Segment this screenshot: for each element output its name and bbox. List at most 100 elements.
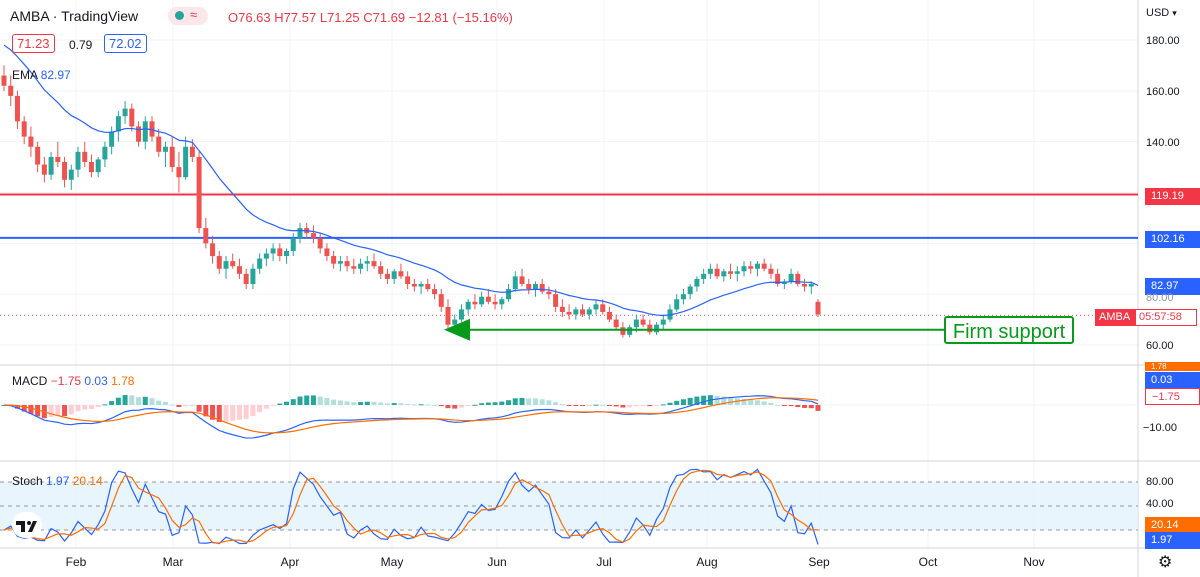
candle-body xyxy=(324,248,330,257)
macd-histogram-bar xyxy=(243,405,249,419)
macd-histogram-bar xyxy=(324,397,330,405)
macd-histogram-bar xyxy=(701,395,707,405)
macd-histogram-bar xyxy=(398,403,404,405)
candle-body xyxy=(149,121,155,137)
candle-body xyxy=(41,164,47,175)
macd-histogram-bar xyxy=(559,403,565,405)
candle-body xyxy=(566,311,572,315)
candle-body xyxy=(169,146,175,168)
x-tick: Apr xyxy=(280,555,300,569)
candle-body xyxy=(613,319,619,328)
settings-gear-icon[interactable]: ⚙ xyxy=(1158,554,1173,571)
macd-histogram-bar xyxy=(176,405,182,407)
candle-body xyxy=(539,284,545,292)
candle-body xyxy=(748,266,754,269)
candle-body xyxy=(586,309,592,315)
macd-histogram-bar xyxy=(203,405,209,417)
macd-histogram-bar xyxy=(512,398,518,405)
ema-legend[interactable]: EMA 82.97 xyxy=(12,68,71,82)
macd-histogram-bar xyxy=(425,404,431,406)
ema-line xyxy=(3,44,819,317)
candle-body xyxy=(82,151,88,162)
x-tick: May xyxy=(380,555,404,569)
candle-body xyxy=(236,266,242,274)
header-separator: · xyxy=(52,8,58,24)
macd-histogram-bar xyxy=(95,405,101,408)
macd-histogram-bar xyxy=(546,400,552,405)
status-icons[interactable]: ≈ xyxy=(168,7,208,28)
bid-box[interactable]: 71.23 xyxy=(12,34,55,53)
macd-histogram-bar xyxy=(149,398,155,405)
macd-histogram-bar xyxy=(606,405,612,406)
candle-body xyxy=(411,284,417,287)
candle-body xyxy=(741,266,747,272)
macd-histogram-bar xyxy=(553,402,559,405)
candle-body xyxy=(479,296,485,305)
candle-body xyxy=(230,261,236,267)
macd-histogram-bar xyxy=(310,395,316,405)
candle-body xyxy=(802,284,808,287)
candle-body xyxy=(438,294,444,307)
support-arrow-head xyxy=(444,318,470,341)
candle-body xyxy=(788,273,794,282)
macd-histogram-bar xyxy=(371,401,377,405)
last-price-symbol: AMBA xyxy=(1095,309,1135,326)
macd-histogram-bar xyxy=(230,405,236,421)
candle-body xyxy=(176,167,182,178)
candle-body xyxy=(432,289,438,295)
candle-body xyxy=(284,250,290,257)
macd-histogram-bar xyxy=(458,405,464,408)
macd-line-badge: 0.03 xyxy=(1145,372,1200,389)
macd-histogram-bar xyxy=(472,404,478,406)
stoch-legend[interactable]: Stoch 1.97 20.14 xyxy=(12,474,103,488)
candle-body xyxy=(344,261,350,267)
macd-histogram-bar xyxy=(802,405,808,408)
candle-body xyxy=(203,228,209,244)
candle-body xyxy=(768,268,774,274)
candle-body xyxy=(62,162,68,180)
macd-histogram-bar xyxy=(136,397,142,405)
macd-histogram-bar xyxy=(741,398,747,405)
macd-histogram-bar xyxy=(479,403,485,405)
macd-histogram-bar xyxy=(613,405,619,407)
candle-body xyxy=(707,268,713,274)
macd-legend[interactable]: MACD −1.75 0.03 1.78 xyxy=(12,374,134,388)
x-tick: Jun xyxy=(487,555,507,569)
macd-histogram-bar xyxy=(21,405,27,412)
stoch-k-line xyxy=(3,468,819,545)
candle-body xyxy=(216,256,222,269)
macd-histogram-bar xyxy=(351,402,357,405)
candle-body xyxy=(687,286,693,295)
macd-histogram-bar xyxy=(580,405,586,406)
candle-body xyxy=(761,263,767,269)
currency-selector[interactable]: USD ▾ xyxy=(1146,7,1177,19)
close-value: C71.69 xyxy=(363,10,406,25)
candle-body xyxy=(270,248,276,254)
macd-histogram-bar xyxy=(223,405,229,422)
macd-histogram-bar xyxy=(263,405,269,409)
low-value: L71.25 xyxy=(319,10,360,25)
macd-histogram-bar xyxy=(391,403,397,405)
candle-body xyxy=(223,261,229,269)
candle-body xyxy=(162,146,168,152)
candle-body xyxy=(425,284,431,290)
macd-histogram-bar xyxy=(196,405,202,412)
candle-body xyxy=(297,228,303,239)
macd-histogram-bar xyxy=(687,397,693,405)
candle-body xyxy=(142,121,148,142)
candle-body xyxy=(351,266,357,269)
candle-body xyxy=(606,311,612,320)
macd-histogram-bar xyxy=(452,405,458,409)
candle-body xyxy=(156,136,162,152)
candle-body xyxy=(775,273,781,284)
stoch-tick: 40.00 xyxy=(1146,498,1174,510)
symbol-name[interactable]: AMBA xyxy=(10,8,49,24)
x-tick: Oct xyxy=(918,555,938,569)
candle-body xyxy=(694,278,700,287)
macd-histogram-bar xyxy=(28,405,34,414)
tradingview-logo[interactable] xyxy=(12,512,42,538)
candle-body xyxy=(378,266,384,274)
ask-box[interactable]: 72.02 xyxy=(104,34,147,53)
candle-body xyxy=(371,261,377,267)
